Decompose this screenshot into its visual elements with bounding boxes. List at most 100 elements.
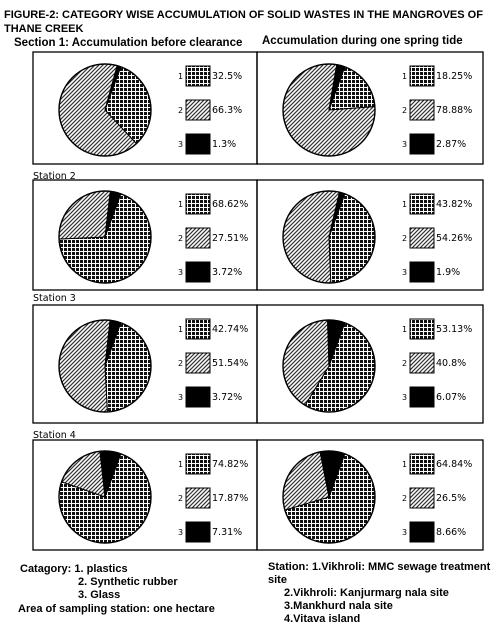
station-item-2: 2.Vikhroli: Kanjurmarg nala site <box>284 587 449 599</box>
legend-category-number: 1 <box>178 325 183 334</box>
legend-category-number: 2 <box>178 494 183 503</box>
legend-percent-label: 7.31% <box>212 527 242 538</box>
legend-percent-label: 8.66% <box>436 527 466 538</box>
legend-category-number: 1 <box>402 325 407 334</box>
figure-title-line-1: FIGURE-2: CATEGORY WISE ACCUMULATION OF … <box>4 9 483 21</box>
legend-swatch-plastics <box>185 65 211 87</box>
legend-swatch-synthetic-rubber <box>185 99 211 121</box>
legend-category-number: 2 <box>178 234 183 243</box>
section-2-heading: Accumulation during one spring tide <box>262 35 463 47</box>
panel-frame <box>256 304 484 424</box>
legend-category-number: 3 <box>178 140 183 149</box>
pie-outline <box>58 450 152 544</box>
legend-percent-label: 53.13% <box>436 324 472 335</box>
station-2-label: Station 2 <box>33 171 76 182</box>
pie-outline <box>282 319 376 413</box>
pie-panel-3: 1 68.62% 2 27.51% 3 3.72% <box>32 179 258 291</box>
pie-panel-5: 1 42.74% 2 51.54% 3 3.72% <box>32 304 258 424</box>
legend-percent-label: 43.82% <box>436 199 472 210</box>
station-4-label: Station 4 <box>33 430 76 441</box>
panel-frame <box>256 51 484 165</box>
category-item-1: 1. plastics <box>74 563 128 575</box>
legend-percent-label: 68.62% <box>212 199 248 210</box>
pie-slice-synthetic-rubber <box>58 190 111 240</box>
legend-swatch-glass <box>185 386 211 408</box>
legend-percent-label: 2.87% <box>436 139 466 150</box>
legend-swatch-glass <box>409 261 435 283</box>
section-1-heading: Section 1: Accumulation before clearance <box>14 37 243 49</box>
legend-percent-label: 17.87% <box>212 493 248 504</box>
legend-percent-label: 40.8% <box>436 358 466 369</box>
legend-swatch-synthetic-rubber <box>409 99 435 121</box>
legend-swatch-glass <box>409 521 435 543</box>
legend-percent-label: 26.5% <box>436 493 466 504</box>
legend-swatch-plastics <box>185 193 211 215</box>
station-item-3: 3.Mankhurd nala site <box>284 600 393 612</box>
pie-panel-7: 1 74.82% 2 17.87% 3 7.31% <box>32 439 258 551</box>
figure-title: FIGURE-2: CATEGORY WISE ACCUMULATION OF … <box>4 8 494 36</box>
category-legend: Catagory: 1. plastics 2. Synthetic rubbe… <box>20 563 178 602</box>
station-3-label: Station 3 <box>33 293 76 304</box>
legend-percent-label: 27.51% <box>212 233 248 244</box>
station-item-1: 1.Vikhroli: MMC sewage treatment site <box>268 561 491 586</box>
pie-outline <box>282 190 376 284</box>
legend-category-number: 1 <box>402 72 407 81</box>
legend-category-number: 3 <box>402 140 407 149</box>
pie-slice-synthetic-rubber <box>58 319 111 413</box>
legend-category-number: 3 <box>402 393 407 402</box>
legend-category-number: 1 <box>402 460 407 469</box>
legend-swatch-plastics <box>409 453 435 475</box>
panel-frame <box>256 439 484 551</box>
legend-swatch-synthetic-rubber <box>185 352 211 374</box>
pie-outline <box>58 190 152 284</box>
legend-swatch-synthetic-rubber <box>409 352 435 374</box>
figure-title-line-2: THANE CREEK <box>4 23 84 35</box>
legend-percent-label: 3.72% <box>212 267 242 278</box>
legend-swatch-synthetic-rubber <box>409 227 435 249</box>
legend-swatch-plastics <box>409 193 435 215</box>
legend-swatch-plastics <box>409 318 435 340</box>
legend-category-number: 2 <box>178 359 183 368</box>
station-item-4: 4.Vitava island <box>284 613 361 625</box>
legend-percent-label: 66.3% <box>212 105 242 116</box>
legend-percent-label: 1.3% <box>212 139 236 150</box>
pie-outline <box>282 450 376 544</box>
legend-category-number: 3 <box>178 528 183 537</box>
legend-swatch-glass <box>409 386 435 408</box>
legend-category-number: 2 <box>402 106 407 115</box>
legend-percent-label: 18.25% <box>436 71 472 82</box>
legend-percent-label: 32.5% <box>212 71 242 82</box>
legend-category-number: 2 <box>178 106 183 115</box>
pie-panel-1: 1 32.5% 2 66.3% 3 1.3% <box>32 51 258 165</box>
legend-swatch-glass <box>409 133 435 155</box>
legend-percent-label: 51.54% <box>212 358 248 369</box>
pie-panel-4: 1 43.82% 2 54.26% 3 1.9% <box>256 179 484 291</box>
legend-swatch-plastics <box>409 65 435 87</box>
legend-category-number: 2 <box>402 494 407 503</box>
legend-percent-label: 42.74% <box>212 324 248 335</box>
legend-percent-label: 78.88% <box>436 105 472 116</box>
pie-panel-2: 1 18.25% 2 78.88% 3 2.87% <box>256 51 484 165</box>
legend-category-number: 3 <box>178 393 183 402</box>
legend-category-number: 2 <box>402 359 407 368</box>
legend-percent-label: 3.72% <box>212 392 242 403</box>
legend-swatch-synthetic-rubber <box>409 487 435 509</box>
legend-percent-label: 54.26% <box>436 233 472 244</box>
legend-percent-label: 74.82% <box>212 459 248 470</box>
legend-category-number: 3 <box>402 268 407 277</box>
legend-category-number: 3 <box>178 268 183 277</box>
category-item-2: 2. Synthetic rubber <box>78 576 178 588</box>
legend-swatch-plastics <box>185 318 211 340</box>
station-heading: Station: <box>268 561 309 573</box>
legend-swatch-glass <box>185 521 211 543</box>
legend-percent-label: 1.9% <box>436 267 460 278</box>
station-legend: Station: 1.Vikhroli: MMC sewage treatmen… <box>268 561 502 626</box>
legend-percent-label: 6.07% <box>436 392 466 403</box>
category-item-3: 3. Glass <box>78 589 121 601</box>
legend-swatch-glass <box>185 261 211 283</box>
legend-swatch-glass <box>185 133 211 155</box>
legend-category-number: 2 <box>402 234 407 243</box>
pie-outline <box>58 63 152 157</box>
area-note: Area of sampling station: one hectare <box>18 603 215 615</box>
